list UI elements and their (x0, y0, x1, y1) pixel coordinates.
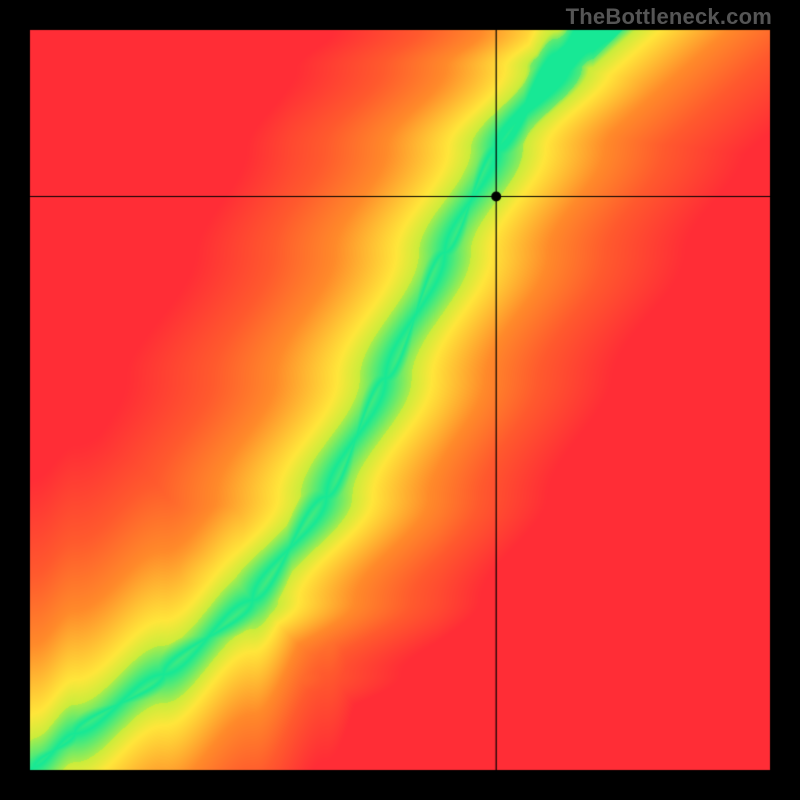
watermark-text: TheBottleneck.com (566, 4, 772, 30)
chart-container: TheBottleneck.com (0, 0, 800, 800)
bottleneck-heatmap (0, 0, 800, 800)
